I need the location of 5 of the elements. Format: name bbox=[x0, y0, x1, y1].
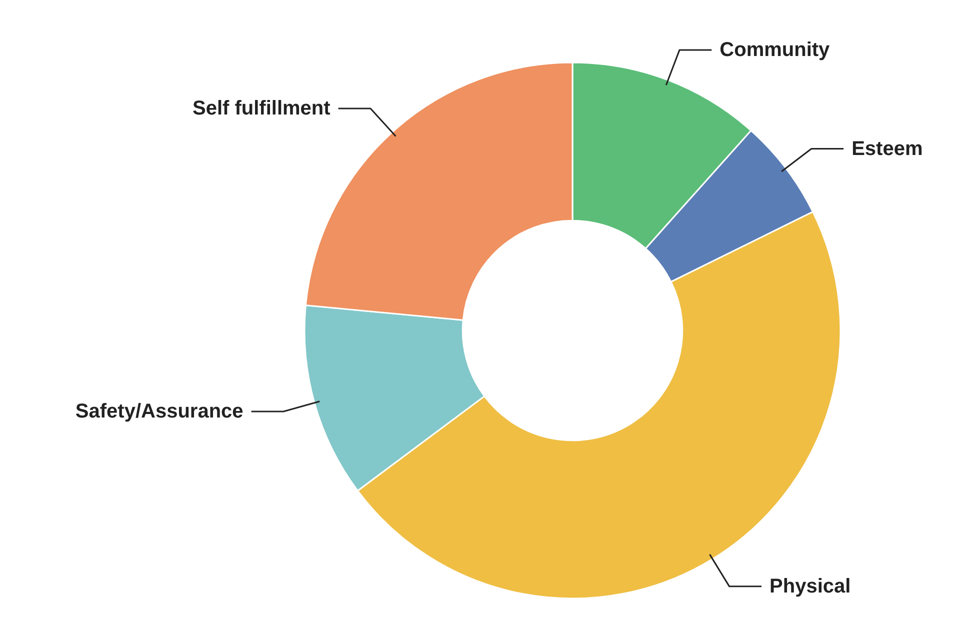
slice-label: Community bbox=[720, 39, 831, 62]
slice-label: Esteem bbox=[852, 138, 923, 160]
slice-label: Safety/Assurance bbox=[75, 400, 244, 423]
slice-label: Physical bbox=[770, 575, 851, 598]
slice-label: Self fulfillment bbox=[192, 97, 331, 120]
